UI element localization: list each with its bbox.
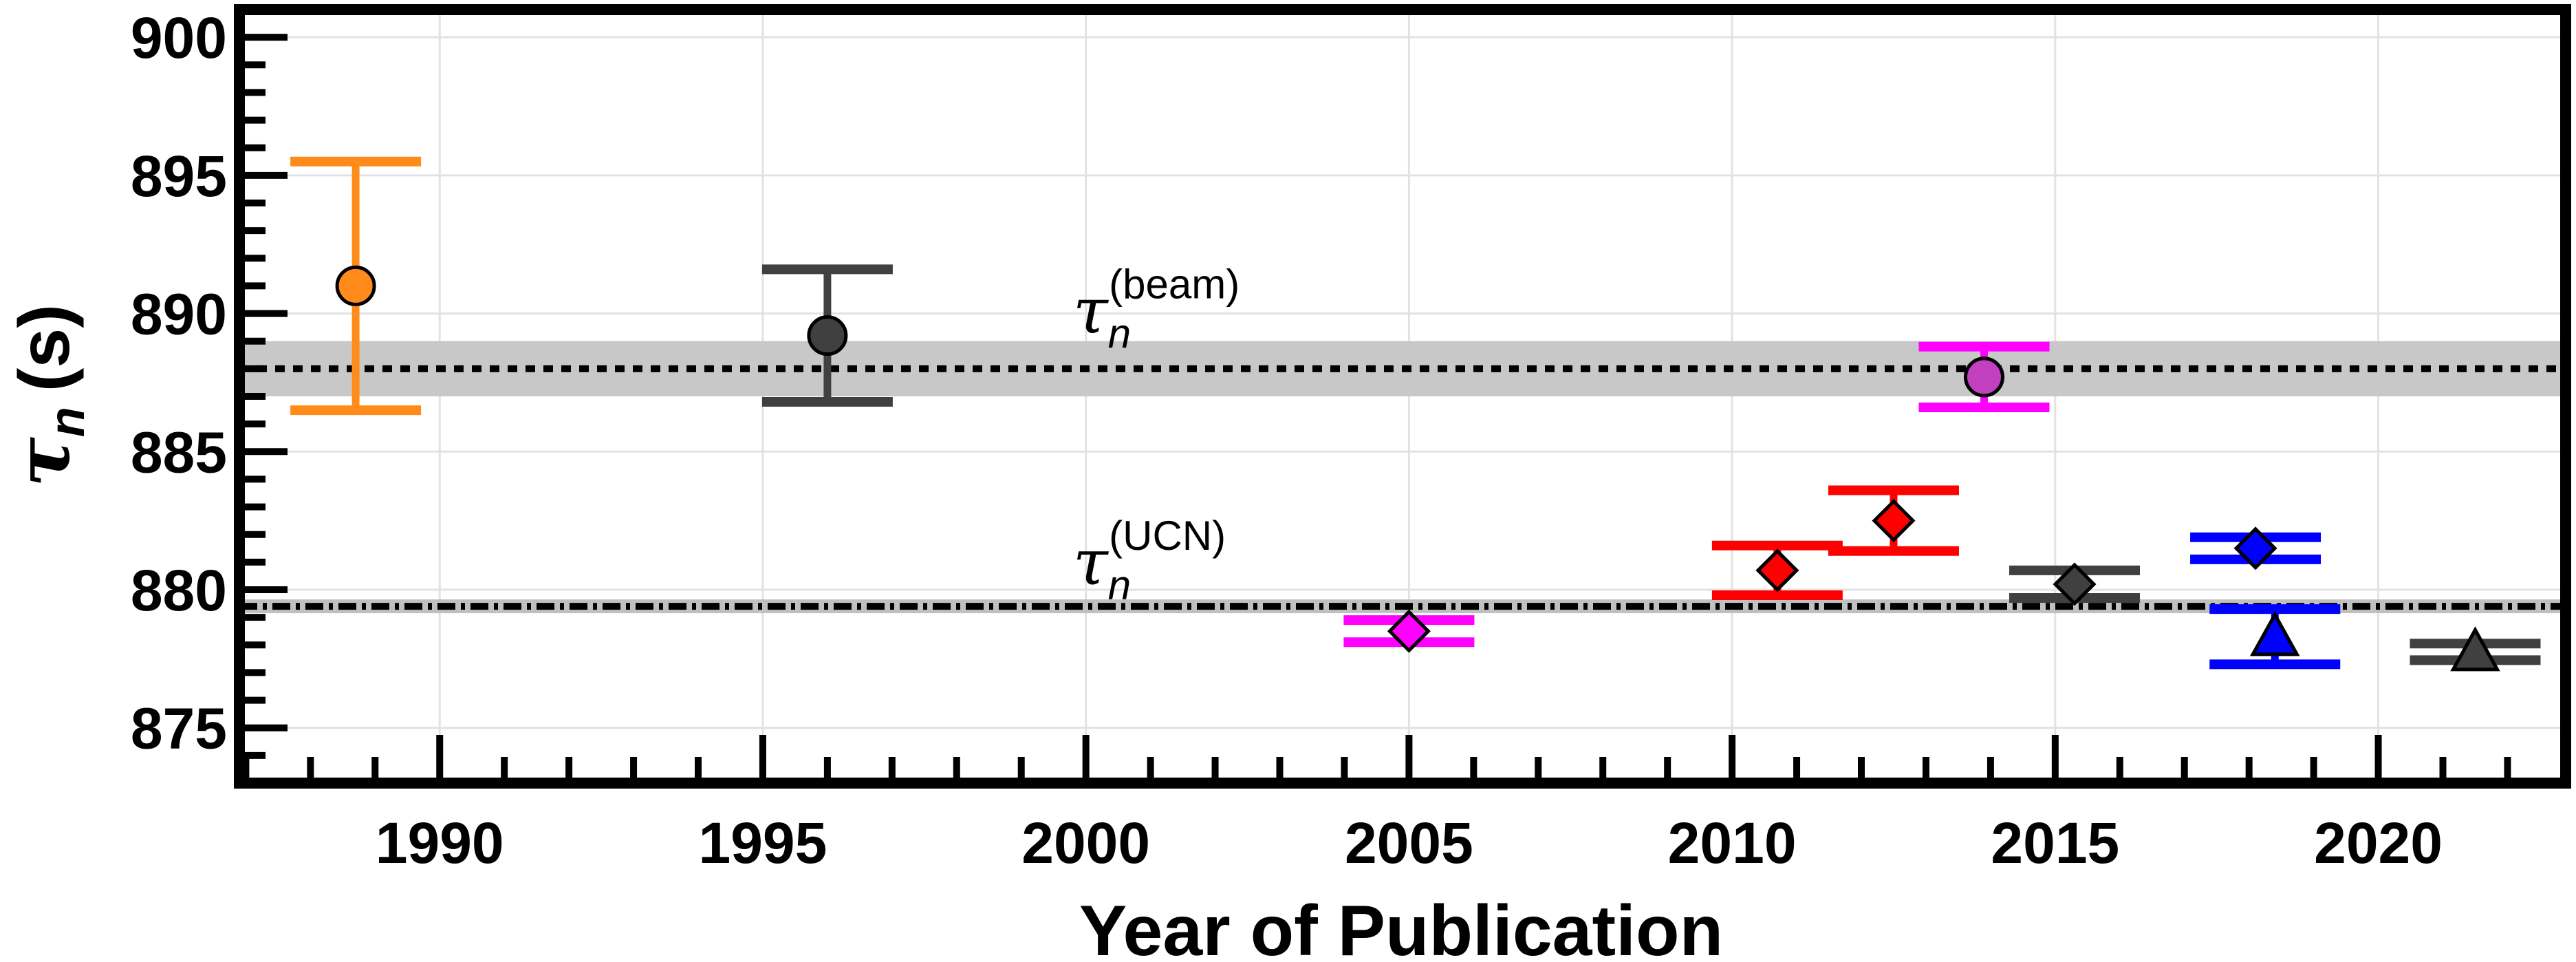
marker-diamond xyxy=(2233,526,2277,570)
marker-diamond xyxy=(2053,562,2097,606)
x-tick-label: 1990 xyxy=(376,811,504,875)
x-tick-label: 2015 xyxy=(1991,811,2119,875)
y-tick-label: 890 xyxy=(131,282,227,347)
y-tick-label: 885 xyxy=(131,420,227,484)
marker-diamond xyxy=(1872,499,1916,543)
y-tick-label: 900 xyxy=(131,6,227,70)
x-tick-label: 2005 xyxy=(1345,811,1473,875)
data-point-8 xyxy=(2190,526,2321,570)
reference-bands: τn(beam) τn(UCN) xyxy=(239,261,2566,614)
marker-circle xyxy=(807,315,848,356)
marker-circle xyxy=(1964,356,2004,398)
data-point-9 xyxy=(2209,604,2341,670)
x-tick-label: 2010 xyxy=(1668,811,1797,875)
y-axis-subscript: n xyxy=(40,407,95,437)
data-point-3 xyxy=(1343,609,1475,653)
data-point-5 xyxy=(1828,485,1959,556)
marker-circle xyxy=(335,265,376,306)
x-tick-label: 2000 xyxy=(1021,811,1150,875)
x-tick-label: 2020 xyxy=(2314,811,2443,875)
band-label-ucn: τn(UCN) xyxy=(1073,513,1226,608)
marker-triangle xyxy=(2250,611,2300,656)
x-axis-title: Year of Publication xyxy=(1079,891,1723,962)
y-tick-label: 875 xyxy=(131,696,227,761)
data-point-2 xyxy=(761,264,893,407)
marker-diamond xyxy=(1755,548,1799,592)
y-axis-units: (s) xyxy=(5,304,85,392)
data-point-1 xyxy=(290,156,422,416)
data-point-6 xyxy=(1918,341,2050,413)
y-tick-label: 895 xyxy=(131,144,227,209)
axis-ticks: 1990 1995 2000 2005 2010 2015 2020 875 880 885 890… xyxy=(131,6,2511,875)
plot-frame xyxy=(234,4,2571,789)
y-tick-label: 880 xyxy=(131,558,227,623)
data-point-4 xyxy=(1711,540,1843,601)
data-point-10 xyxy=(2410,626,2541,672)
data-point-7 xyxy=(2009,562,2141,606)
data-points xyxy=(290,156,2541,672)
marker-diamond xyxy=(1387,609,1431,653)
marker-triangle xyxy=(2450,626,2500,672)
y-axis-title: τn (s) xyxy=(0,304,95,487)
y-axis-symbol: τ xyxy=(0,437,87,487)
x-tick-label: 1995 xyxy=(699,811,827,875)
band-label-beam: τn(beam) xyxy=(1073,261,1240,357)
